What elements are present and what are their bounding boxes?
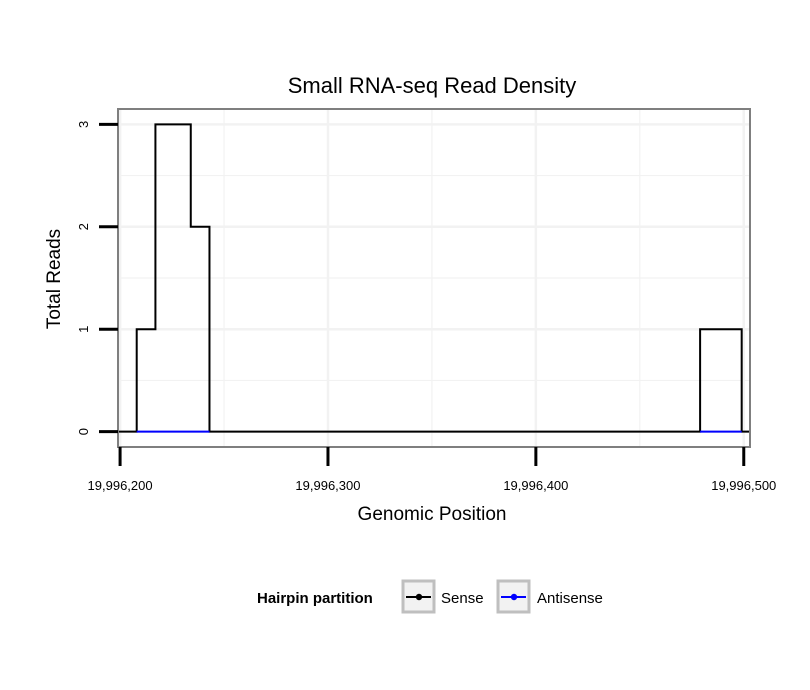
plot-panel-border [117, 108, 751, 448]
legend-title: Hairpin partition [257, 590, 373, 607]
x-axis-title: Genomic Position [358, 504, 507, 525]
y-tick-label-0: 0 [76, 428, 91, 435]
legend-label-sense: Sense [441, 590, 484, 607]
y-axis-title: Total Reads [44, 229, 65, 329]
legend: Hairpin partition Sense Antisense [257, 579, 603, 614]
chart-title: Small RNA-seq Read Density [288, 73, 577, 98]
legend-item-sense: Sense [401, 579, 484, 614]
x-axis: 19,996,200 19,996,300 19,996,400 19,996,500 [88, 447, 776, 493]
x-tick-label-0: 19,996,200 [88, 478, 153, 493]
y-tick-label-3: 3 [76, 121, 91, 128]
x-tick-label-1: 19,996,300 [295, 478, 360, 493]
y-tick-label-2: 2 [76, 223, 91, 230]
legend-item-antisense: Antisense [496, 579, 603, 614]
x-tick-label-3: 19,996,500 [711, 478, 776, 493]
x-tick-label-2: 19,996,400 [503, 478, 568, 493]
legend-label-antisense: Antisense [537, 590, 603, 607]
legend-point-antisense [510, 593, 518, 601]
legend-point-sense [415, 593, 423, 601]
y-tick-label-1: 1 [76, 326, 91, 333]
grid [118, 109, 750, 447]
series-sense-line [118, 123, 750, 433]
data-lines [118, 123, 750, 433]
y-axis: 0 1 2 3 [76, 121, 118, 435]
